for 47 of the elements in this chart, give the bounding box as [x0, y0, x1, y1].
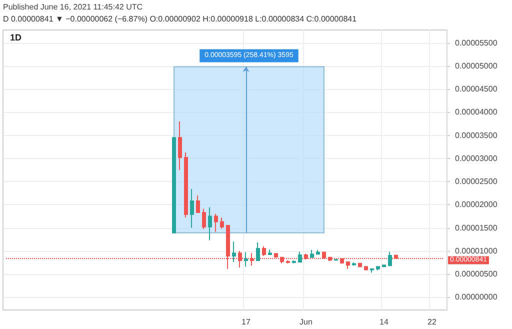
- candlestick: [220, 217, 224, 230]
- candlestick: [346, 261, 350, 270]
- candlestick: [316, 249, 320, 255]
- y-tick-label: 0.00001000: [455, 246, 498, 256]
- candlestick: [286, 260, 290, 264]
- x-tick-label: 17: [242, 318, 251, 326]
- candlestick: [376, 266, 380, 271]
- y-tick-label: 0.00003500: [455, 130, 498, 140]
- y-tick-label: 0.00000000: [455, 292, 498, 302]
- y-tick-label: 0.00001500: [455, 223, 498, 232]
- y-tick-label: 0.00004000: [455, 108, 498, 117]
- y-tick-label: 0.00005500: [455, 38, 498, 48]
- x-tick-label: 14: [380, 318, 389, 326]
- x-tick-label: 22: [428, 318, 437, 326]
- candlestick: [190, 188, 194, 228]
- candlestick: [262, 246, 266, 256]
- candlestick: [310, 249, 314, 258]
- candlestick: [256, 242, 260, 262]
- y-tick-label: 0.00002500: [455, 177, 498, 186]
- candlestick: [172, 137, 176, 234]
- candlestick: [208, 206, 212, 241]
- candlestick: [184, 152, 188, 218]
- candlestick: [214, 213, 218, 232]
- text: Published June 16, 2021 11:45:42 UTC: [3, 2, 143, 12]
- y-tick-label: 0.00004500: [455, 84, 498, 94]
- candlestick: [232, 241, 236, 262]
- candlestick: [370, 268, 374, 274]
- candlestick: [364, 266, 368, 271]
- candlestick: [268, 248, 272, 256]
- chart-subtitle: D 0.00000841 ▼ −0.00000062 (−6.87%) O:0.00000902 H:0.00000918 L:0.00000834 C:0.00000841: [3, 14, 358, 24]
- candlestick: [202, 208, 206, 230]
- candlestick: [358, 262, 362, 268]
- y-tick-label: 0.00005000: [455, 62, 498, 71]
- candlestick: [334, 258, 338, 262]
- candlestick: [292, 260, 296, 264]
- chart-title: 1D: [10, 32, 22, 42]
- candlestick: [244, 252, 248, 268]
- candlestick: [382, 264, 386, 268]
- candlestick: [196, 194, 200, 214]
- y-tick-label: 0.00003000: [455, 154, 498, 163]
- y-tick-label: 0.00002000: [455, 200, 498, 210]
- y-tick-label: 0.00000500: [455, 269, 498, 278]
- candlestick: [352, 262, 356, 266]
- x-tick-label: Jun: [300, 318, 312, 326]
- candlestick: [388, 251, 392, 266]
- candlestick: [178, 120, 182, 170]
- candlestick: [298, 251, 302, 262]
